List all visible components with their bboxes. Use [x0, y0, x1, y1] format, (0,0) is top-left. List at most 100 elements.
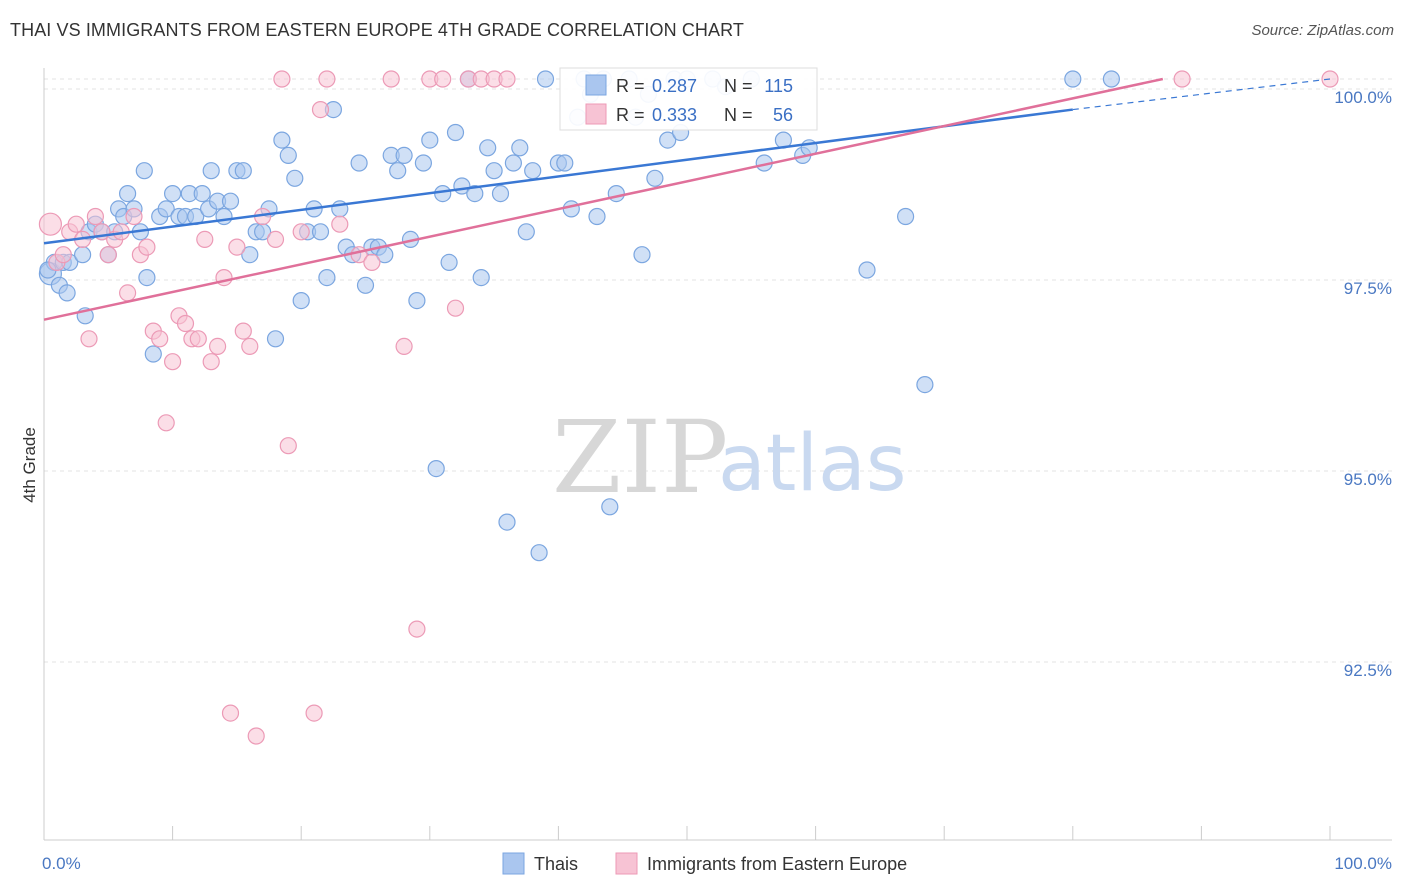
eastern-europe-point	[118, 284, 137, 302]
y-tick-label-3: 92.5%	[1344, 661, 1392, 680]
eastern-europe-point	[221, 704, 240, 722]
stats-n-label-1: N =	[724, 105, 753, 125]
x-tick-label-min: 0.0%	[42, 854, 81, 873]
eastern-europe-point	[241, 337, 259, 355]
thais-point	[273, 131, 291, 149]
y-tick-label-1: 97.5%	[1344, 279, 1392, 298]
source-credit: Source: ZipAtlas.com	[1251, 22, 1394, 39]
thais-point	[466, 185, 484, 203]
legend-swatch-1	[615, 852, 638, 875]
thais-point	[202, 162, 220, 180]
watermark-atlas: atlas	[718, 419, 907, 509]
stats-legend: R = 0.287 N = 115 R = 0.333 N = 56	[559, 67, 818, 131]
thais-point	[221, 192, 240, 210]
legend-label-0: Thais	[534, 854, 578, 874]
axes	[43, 68, 1392, 841]
eastern-europe-point	[67, 215, 85, 233]
stats-n-value-1: 56	[773, 105, 793, 125]
thais-point	[524, 162, 542, 180]
eastern-europe-point	[305, 704, 323, 722]
thais-point	[408, 292, 426, 310]
eastern-europe-point	[331, 215, 349, 233]
eastern-europe-point	[1173, 70, 1191, 88]
stats-r-label-0: R =	[616, 76, 645, 96]
thais-point	[485, 162, 503, 180]
stats-r-value-0: 0.287	[652, 76, 697, 96]
eastern-europe-point	[196, 230, 214, 248]
eastern-europe-point	[247, 727, 265, 745]
thais-point	[356, 276, 375, 294]
eastern-europe-point	[209, 337, 227, 355]
eastern-europe-point	[86, 207, 105, 226]
eastern-europe-point	[1321, 70, 1339, 88]
trend-lines	[43, 77, 1331, 321]
thais-point	[446, 123, 465, 142]
eastern-europe-point	[228, 238, 246, 256]
thais-point	[58, 284, 76, 302]
eastern-europe-point	[292, 223, 310, 241]
stats-r-value-1: 0.333	[652, 105, 697, 125]
thais-point	[118, 185, 137, 203]
thais-point	[286, 169, 304, 187]
eastern-europe-point	[311, 100, 330, 119]
thais-point	[311, 223, 330, 241]
thais-trend-line	[43, 108, 1073, 245]
eastern-europe-trend-line	[43, 77, 1164, 321]
thais-point	[144, 345, 162, 363]
eastern-europe-point	[157, 414, 175, 432]
eastern-europe-point	[498, 70, 516, 88]
thais-point	[472, 269, 490, 287]
thais-point	[440, 253, 458, 271]
thais-point	[427, 460, 445, 478]
stats-r-label-1: R =	[616, 105, 645, 125]
thais-point	[389, 162, 407, 180]
stats-n-label-0: N =	[724, 76, 753, 96]
eastern-europe-point	[189, 330, 207, 348]
x-tick-label-max: 100.0%	[1334, 854, 1392, 873]
watermark-zip: ZIP	[552, 399, 728, 516]
thais-point	[241, 246, 259, 264]
eastern-europe-point	[99, 246, 117, 264]
y-tick-label-0: 100.0%	[1334, 88, 1392, 107]
thais-point	[562, 200, 580, 218]
stats-n-value-0: 115	[764, 76, 793, 96]
eastern-europe-point	[446, 299, 465, 317]
y-tick-label-2: 95.0%	[1344, 470, 1392, 489]
thais-point	[896, 207, 915, 226]
legend-label-1: Immigrants from Eastern Europe	[647, 854, 907, 874]
eastern-europe-point	[125, 207, 143, 226]
thais-point	[916, 376, 934, 394]
thais-point	[633, 246, 651, 264]
eastern-europe-point	[54, 246, 72, 264]
thais-point	[1064, 70, 1082, 88]
thais-point	[536, 70, 555, 88]
thais-point	[511, 139, 529, 157]
thais-point	[491, 185, 510, 203]
thais-point	[414, 154, 432, 172]
thais-point	[135, 162, 153, 180]
eastern-europe-point	[138, 238, 156, 256]
thais-point	[266, 330, 285, 348]
thais-point	[434, 185, 452, 203]
thais-point	[858, 261, 876, 279]
thais-point	[234, 162, 252, 180]
thais-point	[504, 154, 523, 172]
stats-swatch-1	[585, 103, 607, 125]
y-tick-labels: 100.0% 97.5% 95.0% 92.5%	[1334, 88, 1392, 680]
thais-point	[517, 223, 535, 241]
thais-point	[421, 131, 439, 149]
thais-point	[318, 269, 336, 287]
eastern-europe-point	[434, 70, 452, 88]
eastern-europe-point	[164, 353, 182, 371]
thais-point	[193, 185, 211, 203]
thais-point	[498, 513, 516, 531]
thais-point	[1102, 70, 1121, 88]
series-legend: Thais Immigrants from Eastern Europe	[502, 852, 907, 875]
thais-point	[659, 131, 677, 149]
eastern-europe-point	[266, 230, 285, 248]
eastern-europe-point	[273, 70, 291, 88]
eastern-europe-point	[202, 353, 220, 371]
thais-point	[530, 544, 548, 562]
eastern-europe-point	[408, 620, 426, 638]
eastern-europe-point	[382, 70, 400, 88]
